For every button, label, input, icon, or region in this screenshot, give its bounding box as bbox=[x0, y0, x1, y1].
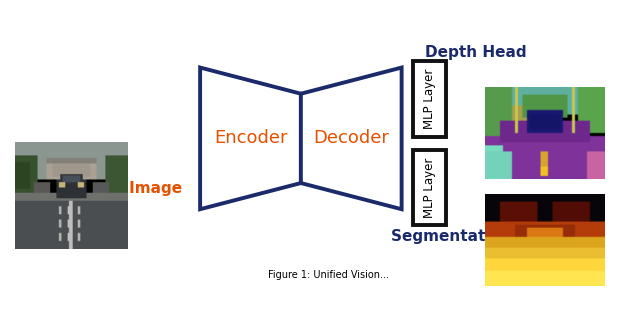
Text: MLP Layer: MLP Layer bbox=[423, 69, 436, 129]
Polygon shape bbox=[301, 68, 402, 209]
Text: Decoder: Decoder bbox=[314, 130, 389, 147]
Bar bbox=[413, 61, 446, 137]
Text: RGB Image: RGB Image bbox=[88, 181, 182, 196]
Text: Figure 1: Unified Vision...: Figure 1: Unified Vision... bbox=[268, 270, 388, 280]
Text: Segmentation Head: Segmentation Head bbox=[391, 229, 561, 244]
Text: Depth Head: Depth Head bbox=[425, 45, 527, 60]
Polygon shape bbox=[200, 68, 301, 209]
Text: MLP Layer: MLP Layer bbox=[423, 158, 436, 218]
Text: Encoder: Encoder bbox=[214, 130, 287, 147]
Bar bbox=[413, 150, 446, 226]
